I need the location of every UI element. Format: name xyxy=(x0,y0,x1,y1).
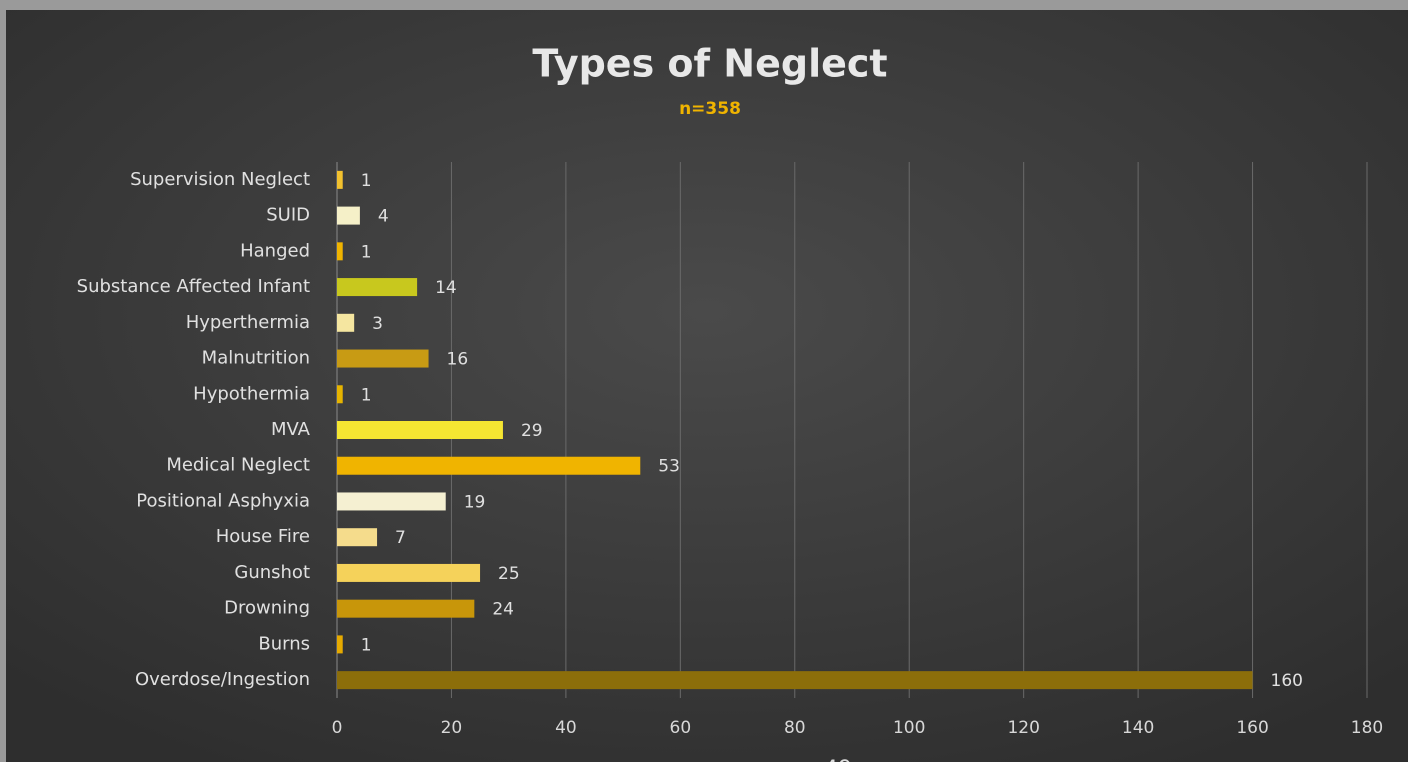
data-label: 7 xyxy=(395,528,406,548)
data-label: 1 xyxy=(361,171,372,191)
bar xyxy=(337,563,481,582)
y-tick-label: House Fire xyxy=(216,526,310,547)
data-label: 19 xyxy=(464,492,486,512)
bar xyxy=(337,385,343,404)
chart-background xyxy=(6,10,1408,762)
bar xyxy=(337,349,429,368)
y-tick-label: Substance Affected Infant xyxy=(77,276,310,297)
y-tick-label: Medical Neglect xyxy=(166,455,310,476)
bar xyxy=(337,671,1253,690)
bar xyxy=(337,278,418,297)
data-label: 53 xyxy=(658,457,680,477)
bar xyxy=(337,635,343,654)
x-tick-label: 120 xyxy=(1007,718,1039,738)
y-tick-label: Hyperthermia xyxy=(186,312,310,333)
bar xyxy=(337,242,343,261)
y-tick-label: Drowning xyxy=(224,598,310,619)
page-number: 49 xyxy=(824,757,852,762)
x-tick-label: 80 xyxy=(784,718,806,738)
x-tick-label: 60 xyxy=(670,718,692,738)
data-label: 4 xyxy=(378,207,389,227)
bar xyxy=(337,599,475,618)
data-label: 1 xyxy=(361,242,372,262)
bar xyxy=(337,528,378,547)
x-tick-label: 40 xyxy=(555,718,577,738)
x-tick-label: 180 xyxy=(1351,718,1383,738)
y-tick-label: Overdose/Ingestion xyxy=(135,669,310,690)
data-label: 16 xyxy=(447,350,469,370)
y-tick-label: Positional Asphyxia xyxy=(136,490,310,511)
chart-title: Types of Neglect xyxy=(532,42,887,86)
data-label: 3 xyxy=(372,314,383,334)
chart-subtitle: n=358 xyxy=(679,99,741,119)
bar xyxy=(337,456,641,475)
data-label: 1 xyxy=(361,635,372,655)
data-label: 29 xyxy=(521,421,543,441)
x-tick-label: 160 xyxy=(1236,718,1268,738)
y-tick-label: Gunshot xyxy=(234,562,310,583)
y-tick-label: Supervision Neglect xyxy=(130,169,310,190)
x-tick-label: 0 xyxy=(332,718,343,738)
x-tick-label: 20 xyxy=(441,718,463,738)
y-tick-label: Malnutrition xyxy=(202,348,310,369)
x-tick-label: 100 xyxy=(893,718,925,738)
data-label: 160 xyxy=(1271,671,1303,691)
x-tick-label: 140 xyxy=(1122,718,1154,738)
bar xyxy=(337,492,446,511)
y-tick-label: Hypothermia xyxy=(193,383,310,404)
y-tick-label: Hanged xyxy=(240,240,310,261)
data-label: 1 xyxy=(361,385,372,405)
bar xyxy=(337,313,355,332)
bar xyxy=(337,421,503,439)
data-label: 25 xyxy=(498,564,520,584)
y-tick-label: Burns xyxy=(258,633,310,654)
bar xyxy=(337,206,360,225)
bar xyxy=(337,170,343,189)
data-label: 14 xyxy=(435,278,457,298)
y-tick-label: MVA xyxy=(271,419,311,440)
data-label: 24 xyxy=(492,600,514,620)
y-tick-label: SUID xyxy=(266,205,310,226)
